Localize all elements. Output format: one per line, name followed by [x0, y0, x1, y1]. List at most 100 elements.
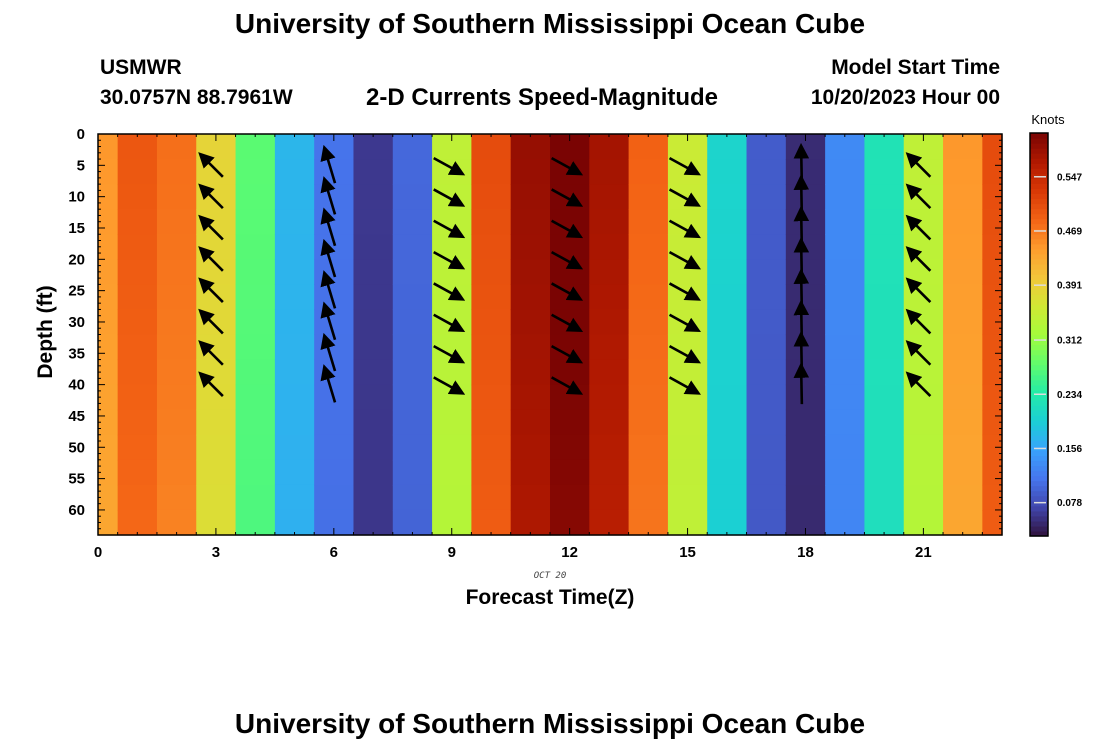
- colorbar-segment: [1030, 148, 1048, 154]
- plot-title: 2-D Currents Speed-Magnitude: [366, 84, 719, 111]
- heatmap-cell: [667, 284, 708, 311]
- heatmap-cell: [550, 434, 590, 461]
- colorbar-segment: [1030, 530, 1048, 537]
- heatmap-cell: [117, 384, 158, 411]
- heatmap-cell: [510, 384, 551, 411]
- current-arrow: [905, 308, 932, 335]
- heatmap-cell: [943, 434, 983, 461]
- heatmap-cell: [746, 434, 787, 461]
- heatmap-cell: [510, 484, 551, 511]
- current-arrow: [198, 246, 224, 272]
- colorbar-segment: [1030, 435, 1048, 441]
- heatmap-cell: [864, 359, 905, 386]
- heatmap-cell: [353, 334, 394, 361]
- heatmap-cell: [628, 234, 669, 260]
- colorbar-segment: [1030, 324, 1048, 331]
- colorbar-tick-label: 0.312: [1057, 336, 1082, 347]
- current-arrow: [433, 250, 466, 270]
- heatmap-cell: [274, 209, 315, 235]
- heatmap-cell: [825, 359, 866, 386]
- heatmap-cell: [589, 359, 630, 386]
- heatmap-cell: [550, 484, 590, 511]
- heatmap-cell: [628, 409, 669, 436]
- current-arrow: [320, 364, 337, 403]
- y-tick-label: 45: [68, 408, 85, 425]
- x-tick-label: 21: [915, 544, 932, 561]
- colorbar-segment: [1030, 208, 1048, 215]
- colorbar-segment: [1030, 243, 1048, 250]
- heatmap-cell: [471, 284, 512, 311]
- heatmap-cell: [707, 384, 748, 411]
- heatmap-cell: [471, 134, 512, 160]
- colorbar-segment: [1030, 485, 1048, 492]
- current-arrow: [198, 214, 224, 241]
- y-tick-label: 25: [68, 283, 85, 300]
- current-arrow: [198, 371, 224, 398]
- heatmap-cell: [982, 384, 1003, 411]
- heatmap-cell: [314, 234, 355, 260]
- current-arrow: [905, 277, 932, 304]
- heatmap-cell: [550, 459, 590, 486]
- current-arrow: [433, 156, 466, 176]
- heatmap-cell: [510, 359, 551, 386]
- heatmap-cell: [117, 334, 158, 361]
- heatmap-cell: [943, 409, 983, 436]
- current-arrow: [198, 340, 224, 366]
- current-arrow: [551, 376, 584, 395]
- heatmap-cell: [274, 384, 315, 411]
- colorbar-segment: [1030, 143, 1048, 149]
- heatmap-cell: [471, 384, 512, 411]
- colorbar-segment: [1030, 274, 1048, 280]
- current-arrow: [433, 344, 466, 364]
- heatmap-cell: [707, 234, 748, 260]
- heatmap-cell: [117, 509, 158, 536]
- heatmap-cell: [864, 334, 905, 361]
- y-tick-label: 0: [77, 126, 85, 143]
- heatmap-cell: [314, 484, 355, 511]
- heatmap-cell: [589, 484, 630, 511]
- heatmap-cell: [785, 284, 826, 311]
- heatmap-cell: [707, 409, 748, 436]
- current-arrow: [551, 344, 584, 364]
- heatmap-cell: [746, 509, 787, 536]
- heatmap-cell: [98, 459, 119, 486]
- heatmap-cell: [471, 359, 512, 386]
- colorbar-segment: [1030, 430, 1048, 436]
- heatmap-cell: [274, 484, 315, 511]
- heatmap-cell: [943, 484, 983, 511]
- heatmap-cell: [825, 209, 866, 235]
- heatmap-cell: [117, 284, 158, 311]
- heatmap-cell: [156, 459, 197, 486]
- heatmap-cell: [825, 459, 866, 486]
- heatmap-cell: [864, 384, 905, 411]
- heatmap-cell: [314, 184, 355, 210]
- heatmap-cell: [707, 334, 748, 361]
- x-tick-label: 12: [561, 544, 578, 561]
- heatmap-cell: [550, 159, 590, 185]
- model-start-label: Model Start Time: [831, 56, 1000, 79]
- heatmap-cell: [471, 409, 512, 436]
- y-axis: 0 5 10 15 20 25 30 35 40 45 50 55 60: [68, 126, 1002, 536]
- heatmap-cell: [628, 359, 669, 386]
- colorbar-segment: [1030, 334, 1048, 341]
- heatmap-cell: [235, 159, 276, 185]
- heatmap-cell: [589, 434, 630, 461]
- colorbar-segment: [1030, 450, 1048, 456]
- y-tick-label: 20: [68, 251, 85, 268]
- heatmap-cell: [510, 159, 551, 185]
- heatmap-cell: [589, 184, 630, 210]
- heatmap-cell: [864, 159, 905, 185]
- heatmap-cell: [825, 484, 866, 511]
- heatmap-cell: [864, 234, 905, 260]
- heatmap-cell: [274, 159, 315, 185]
- heatmap-cell: [510, 459, 551, 486]
- heatmap-cell: [943, 359, 983, 386]
- heatmap-cell: [156, 159, 197, 185]
- colorbar-segment: [1030, 460, 1048, 467]
- heatmap-cell: [707, 509, 748, 536]
- current-arrow: [905, 246, 932, 272]
- heatmap-cell: [471, 209, 512, 235]
- heatmap-cell: [864, 209, 905, 235]
- heatmap-cell: [392, 384, 433, 411]
- colorbar-segment: [1030, 379, 1048, 386]
